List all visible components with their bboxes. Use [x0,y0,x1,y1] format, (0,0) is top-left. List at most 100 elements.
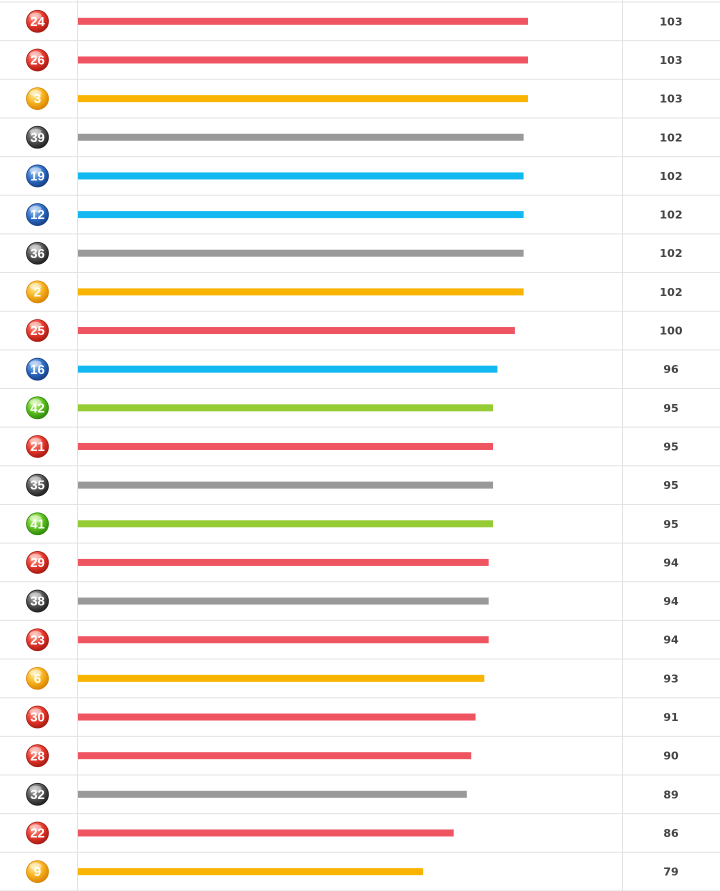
table-row: 36 102 [26,241,683,265]
ball-circle [26,203,49,226]
frequency-count-label: 94 [663,556,679,569]
frequency-count-label: 86 [663,827,679,840]
frequency-count-label: 102 [660,247,683,260]
table-row: 6 93 [26,666,679,690]
ball-highlight [29,205,42,213]
table-row: 2 102 [26,280,682,304]
ball-circle [26,628,49,652]
ball-circle [26,241,49,265]
number-ball-gray: 38 [26,589,49,613]
frequency-bar [78,365,498,373]
ball-number-label: 25 [30,323,44,338]
ball-highlight [29,824,42,831]
table-row: 12 102 [26,203,682,226]
ball-number-label: 21 [30,439,44,454]
number-ball-red: 29 [26,551,49,574]
ball-highlight [29,669,42,677]
frequency-count-label: 79 [663,866,678,879]
table-row: 9 79 [26,860,679,884]
frequency-bar [78,558,489,566]
ball-number-label: 19 [30,169,44,184]
number-ball-red: 30 [26,705,49,729]
ball-highlight [29,708,42,715]
frequency-bar [78,442,494,450]
table-row: 3 103 [26,87,683,111]
number-ball-green: 41 [26,512,49,536]
ball-highlight [29,12,42,20]
ball-number-label: 36 [30,246,44,261]
ball-number-label: 38 [30,594,44,609]
ball-circle [26,744,49,768]
ball-number-label: 9 [34,864,41,879]
frequency-count-label: 94 [663,634,679,647]
ball-highlight [29,321,42,329]
frequency-bar [78,95,528,103]
ball-number-label: 26 [30,53,44,68]
ball-circle [26,473,49,497]
frequency-bar [78,327,515,335]
frequency-bar [78,752,472,760]
frequency-bar [78,288,524,296]
frequency-bar [78,404,494,412]
frequency-count-label: 91 [663,711,678,724]
frequency-count-label: 103 [660,15,683,28]
number-ball-red: 26 [26,48,49,72]
frequency-count-label: 103 [660,54,683,67]
table-row: 42 95 [26,396,679,420]
number-ball-red: 23 [26,628,49,652]
number-ball-red: 24 [26,9,49,33]
ball-number-label: 35 [30,478,44,493]
ball-highlight [29,746,42,754]
ball-circle [26,860,49,884]
ball-highlight [29,244,42,251]
frequency-count-label: 103 [660,93,683,106]
table-row: 25 100 [26,319,683,342]
number-ball-blue: 12 [26,203,49,226]
number-ball-yellow: 3 [26,87,49,111]
ball-number-label: 29 [30,555,44,570]
frequency-bar [78,713,476,721]
table-row: 29 94 [26,551,679,574]
ball-number-label: 24 [30,14,45,29]
number-ball-red: 25 [26,319,49,342]
number-ball-gray: 39 [26,125,49,149]
frequency-count-label: 95 [663,518,678,531]
ball-number-label: 32 [30,787,44,802]
frequency-count-label: 100 [660,325,683,338]
ball-highlight [29,515,42,522]
ball-circle [26,125,49,149]
frequency-bar [78,481,494,489]
frequency-bar [78,520,494,528]
frequency-bar [78,211,524,219]
ball-number-label: 22 [30,826,44,841]
ball-circle [26,48,49,72]
ball-highlight [29,167,42,174]
frequency-bar [78,56,528,64]
frequency-count-label: 102 [660,131,683,144]
ball-highlight [29,592,42,599]
number-ball-blue: 16 [26,357,49,381]
table-row: 30 91 [26,705,679,729]
ball-highlight [29,51,42,58]
ball-circle [26,319,49,342]
ball-number-label: 2 [34,284,41,299]
number-ball-yellow: 9 [26,860,49,884]
frequency-bar [78,868,424,876]
number-ball-yellow: 6 [26,666,49,690]
ball-highlight [29,553,42,561]
frequency-count-label: 95 [663,479,678,492]
number-ball-red: 22 [26,821,49,845]
frequency-count-label: 90 [663,750,679,763]
ball-number-label: 16 [30,362,44,377]
ball-circle [26,357,49,381]
frequency-count-label: 95 [663,440,678,453]
ball-number-label: 12 [30,207,44,222]
ball-highlight [29,399,42,406]
table-row: 22 86 [26,821,679,845]
table-row: 39 102 [26,125,683,149]
ball-circle [26,164,49,188]
ball-number-label: 42 [30,400,44,415]
ball-highlight [29,360,42,367]
ball-circle [26,782,49,806]
number-ball-gray: 35 [26,473,49,497]
